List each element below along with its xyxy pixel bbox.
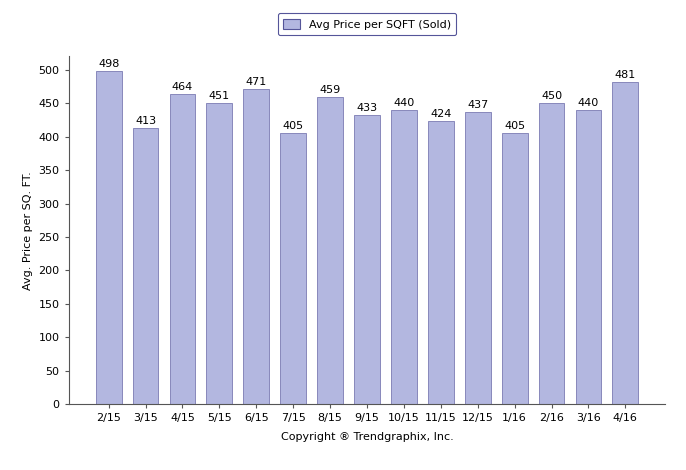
Text: 433: 433 bbox=[357, 102, 377, 113]
Text: 440: 440 bbox=[578, 98, 599, 108]
Bar bbox=[391, 110, 417, 404]
Text: 424: 424 bbox=[430, 109, 451, 118]
Bar bbox=[132, 128, 158, 404]
Text: 413: 413 bbox=[135, 116, 156, 126]
Text: 498: 498 bbox=[98, 59, 119, 69]
Y-axis label: Avg. Price per SQ. FT.: Avg. Price per SQ. FT. bbox=[23, 171, 33, 290]
Bar bbox=[206, 102, 233, 404]
Bar bbox=[539, 103, 565, 404]
Bar bbox=[244, 89, 269, 404]
Bar bbox=[501, 133, 528, 404]
Text: 459: 459 bbox=[320, 85, 341, 95]
Bar bbox=[613, 82, 638, 404]
Bar bbox=[281, 133, 306, 404]
Legend: Avg Price per SQFT (Sold): Avg Price per SQFT (Sold) bbox=[278, 13, 456, 35]
Bar bbox=[96, 71, 121, 404]
Text: 440: 440 bbox=[393, 98, 414, 108]
Bar bbox=[428, 121, 453, 404]
Text: 405: 405 bbox=[504, 121, 525, 131]
Text: 451: 451 bbox=[209, 91, 230, 101]
Bar bbox=[465, 112, 490, 404]
Bar bbox=[576, 110, 602, 404]
Text: 464: 464 bbox=[172, 82, 193, 92]
Bar bbox=[169, 94, 196, 404]
Text: 450: 450 bbox=[541, 91, 562, 101]
Text: 481: 481 bbox=[615, 70, 636, 80]
Bar bbox=[354, 115, 380, 404]
Text: 471: 471 bbox=[246, 77, 267, 87]
X-axis label: Copyright ® Trendgraphix, Inc.: Copyright ® Trendgraphix, Inc. bbox=[281, 431, 453, 441]
Text: 437: 437 bbox=[467, 100, 488, 110]
Bar bbox=[317, 97, 343, 404]
Text: 405: 405 bbox=[283, 121, 304, 131]
